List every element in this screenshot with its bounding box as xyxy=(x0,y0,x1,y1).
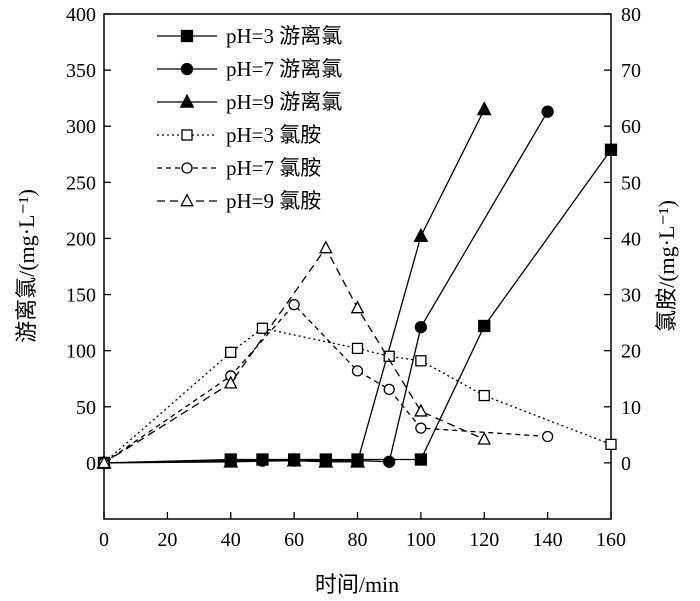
marker-triangle xyxy=(350,453,365,468)
marker-circle xyxy=(180,62,194,76)
y-left-tick-label: 400 xyxy=(66,4,96,26)
legend-item-5: pH=7 氯胺 xyxy=(157,156,321,180)
y-axis-right-title: 氯胺/(mg·L⁻¹) xyxy=(654,200,679,332)
x-tick-label: 140 xyxy=(533,529,563,551)
marker-square xyxy=(414,453,428,466)
y-axis-left-title: 游离氯/(mg·L⁻¹) xyxy=(14,189,39,343)
y-left-tick-label: 100 xyxy=(66,341,96,363)
marker-square xyxy=(415,355,427,367)
marker-triangle xyxy=(414,403,428,417)
marker-triangle xyxy=(223,375,238,389)
legend-item-1: pH=3 游离氯 xyxy=(157,24,342,48)
y-left-tick-label: 200 xyxy=(66,228,96,250)
x-tick-label: 20 xyxy=(157,529,177,551)
marker-square xyxy=(181,129,193,141)
marker-square xyxy=(180,29,194,43)
x-tick-label: 160 xyxy=(596,529,626,551)
marker-square xyxy=(478,389,490,402)
y-left-tick-label: 150 xyxy=(66,285,96,307)
y-left-tick-label: 300 xyxy=(66,116,96,138)
series-layer xyxy=(96,101,618,470)
marker-square xyxy=(225,346,237,359)
x-tick-label: 0 xyxy=(99,529,109,551)
y-right-tick-label: 60 xyxy=(621,116,641,138)
x-tick-label: 100 xyxy=(406,529,436,551)
legend-label: pH=7 游离氯 xyxy=(226,57,342,81)
plot-frame xyxy=(103,13,612,520)
marker-square xyxy=(256,322,269,334)
legend-label: pH=7 氯胺 xyxy=(226,156,321,180)
x-tick-label: 80 xyxy=(348,529,368,551)
x-axis-title: 时间/min xyxy=(315,572,399,597)
y-right-tick-label: 50 xyxy=(621,172,641,194)
legend-label: pH=3 氯胺 xyxy=(226,123,321,147)
marker-square xyxy=(478,319,491,333)
marker-circle xyxy=(541,105,554,118)
legend-item-3: pH=9 游离氯 xyxy=(157,90,342,114)
legend: pH=3 游离氯 pH=7 游离氯 pH=9 游离氯 pH=3 氯胺 pH=7 氯胺 pH… xyxy=(157,24,342,213)
series-6 xyxy=(97,240,492,469)
marker-circle xyxy=(288,299,300,311)
y-left-tick-label: 0 xyxy=(86,453,96,475)
marker-triangle xyxy=(223,453,239,468)
legend-label: pH=9 游离氯 xyxy=(226,90,342,114)
y-right-tick-label: 80 xyxy=(621,4,641,26)
ticks-layer: 0 20 40 60 80 100 120 140 1600501001502002503003… xyxy=(66,4,641,551)
marker-triangle xyxy=(413,227,429,243)
marker-circle xyxy=(414,320,428,334)
series-4 xyxy=(98,322,617,469)
y-left-tick-label: 350 xyxy=(66,60,96,82)
marker-circle xyxy=(383,383,395,396)
series-line xyxy=(103,327,612,464)
x-tick-label: 120 xyxy=(469,529,499,551)
marker-circle xyxy=(415,422,427,434)
marker-triangle xyxy=(318,453,334,468)
legend-item-2: pH=7 游离氯 xyxy=(157,57,342,81)
x-tick-label: 40 xyxy=(221,529,241,551)
series-2 xyxy=(97,105,554,470)
marker-circle xyxy=(541,430,554,443)
marker-triangle xyxy=(477,431,492,445)
marker-triangle xyxy=(180,193,194,207)
legend-label: pH=9 氯胺 xyxy=(226,189,321,213)
y-right-tick-label: 0 xyxy=(621,453,631,475)
series-line xyxy=(103,246,485,464)
y-left-tick-label: 50 xyxy=(76,397,96,419)
legend-item-4: pH=3 氯胺 xyxy=(157,123,321,147)
marker-triangle xyxy=(318,240,333,254)
marker-square xyxy=(605,438,617,451)
marker-square xyxy=(604,143,618,156)
y-right-tick-label: 70 xyxy=(621,60,641,82)
marker-triangle xyxy=(286,452,302,467)
marker-triangle xyxy=(350,300,365,314)
y-right-tick-label: 10 xyxy=(621,397,641,419)
series-line xyxy=(103,111,549,464)
y-right-tick-label: 40 xyxy=(621,228,641,250)
marker-circle xyxy=(181,162,193,174)
y-right-tick-label: 20 xyxy=(621,341,641,363)
marker-square xyxy=(351,342,364,355)
marker-triangle xyxy=(476,101,492,116)
marker-square xyxy=(383,350,395,362)
marker-circle xyxy=(351,365,364,377)
series-3 xyxy=(96,101,492,469)
marker-triangle xyxy=(97,455,111,469)
marker-triangle xyxy=(179,93,195,108)
legend-label: pH=3 游离氯 xyxy=(226,24,342,48)
legend-item-6: pH=9 氯胺 xyxy=(157,189,321,213)
marker-circle xyxy=(383,455,396,468)
x-tick-label: 60 xyxy=(284,529,304,551)
y-left-tick-label: 250 xyxy=(66,172,96,194)
y-right-tick-label: 30 xyxy=(621,285,641,307)
